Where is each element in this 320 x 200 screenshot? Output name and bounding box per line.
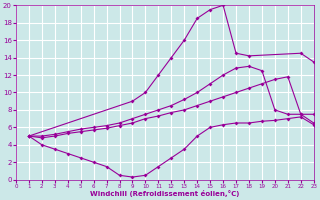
X-axis label: Windchill (Refroidissement éolien,°C): Windchill (Refroidissement éolien,°C) bbox=[90, 190, 240, 197]
